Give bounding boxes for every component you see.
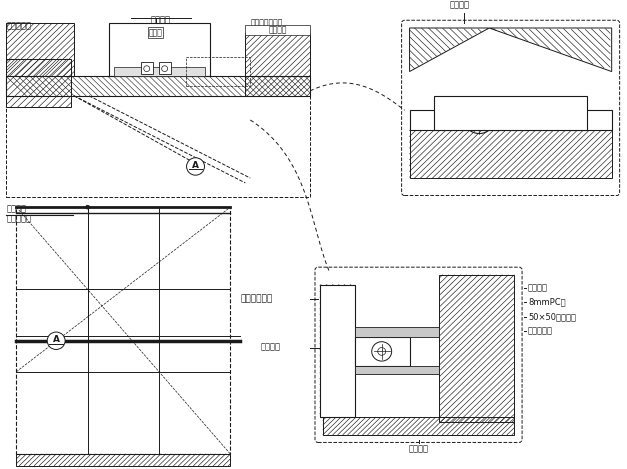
Bar [114, 67, 206, 76]
Bar [6, 23, 74, 76]
Bar [141, 62, 153, 74]
Text: 五金轴承: 五金轴承 [150, 15, 171, 24]
Text: 石材推拉门: 石材推拉门 [6, 214, 31, 223]
Bar [109, 23, 211, 76]
Circle shape [187, 158, 204, 175]
Bar [245, 25, 310, 35]
Bar [6, 76, 310, 96]
Bar [6, 59, 71, 107]
Circle shape [86, 205, 90, 209]
Bar [159, 62, 171, 74]
Bar [409, 110, 612, 129]
Bar [409, 129, 612, 178]
Text: 强化玻璃: 强化玻璃 [528, 283, 548, 292]
Bar [320, 285, 355, 417]
Text: 8mmPC板: 8mmPC板 [528, 297, 566, 307]
Bar [323, 417, 514, 435]
Circle shape [47, 332, 65, 349]
Text: 镀锌固定钢架: 镀锌固定钢架 [240, 294, 273, 303]
Bar [16, 454, 230, 466]
Text: 镀锌干挂件: 镀锌干挂件 [528, 326, 553, 336]
Text: 石材墙面: 石材墙面 [6, 204, 26, 213]
Text: 石材墙面: 石材墙面 [260, 343, 280, 352]
Bar [435, 96, 587, 129]
Text: 石材墙面: 石材墙面 [409, 444, 428, 454]
Bar [320, 285, 355, 417]
Text: 五金轴承: 五金轴承 [450, 0, 470, 9]
Text: 水泥砂浆灌筑层: 水泥砂浆灌筑层 [250, 18, 283, 27]
Text: A: A [192, 161, 199, 170]
Bar [186, 57, 250, 86]
Bar [16, 207, 230, 454]
Bar [355, 366, 440, 374]
Text: A: A [53, 335, 60, 344]
Bar [6, 96, 310, 197]
Text: 建筑结构层: 建筑结构层 [6, 21, 31, 30]
Bar [355, 327, 440, 337]
Text: 限位链: 限位链 [149, 28, 162, 37]
Bar [440, 275, 514, 422]
Bar [355, 337, 409, 366]
Text: 50×50镀锌角铝: 50×50镀锌角铝 [528, 312, 576, 321]
Bar [245, 33, 310, 96]
Text: 石材墙面: 石材墙面 [269, 25, 287, 34]
